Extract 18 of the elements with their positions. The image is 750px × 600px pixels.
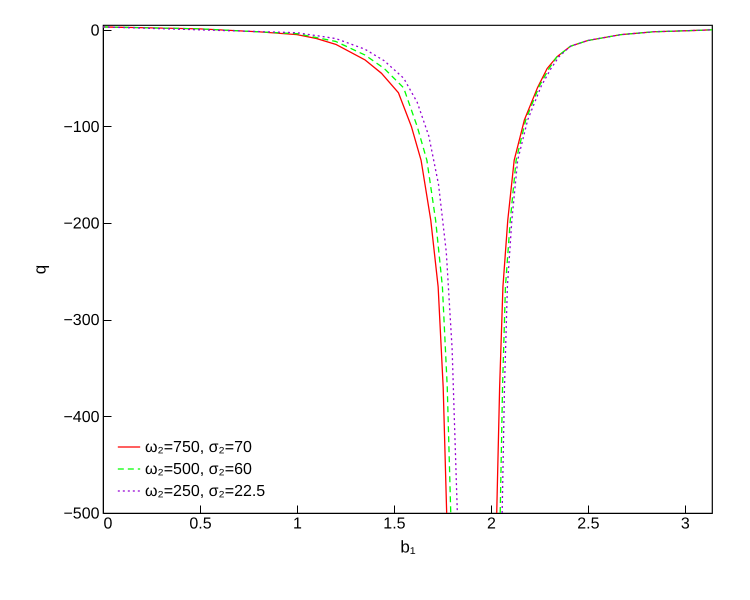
x-tick-label: 1: [292, 516, 302, 532]
x-tick-label: 2.5: [577, 516, 600, 532]
legend-label: ω₂=250, σ₂=22.5: [145, 483, 266, 500]
y-tick-label: 0: [90, 22, 100, 40]
x-tick-label: 0.5: [189, 516, 212, 532]
x-tick-label: 1.5: [383, 516, 406, 532]
x-tick-label: 0: [104, 516, 112, 532]
x-axis-title: b₁: [400, 538, 416, 556]
y-axis-title: q: [30, 264, 50, 274]
legend-label: ω₂=750, σ₂=70: [145, 439, 252, 456]
y-tick-label: −300: [63, 312, 100, 330]
y-tick-label: −500: [63, 506, 100, 522]
y-tick-label: −200: [63, 216, 100, 233]
x-tick-label: 3: [680, 516, 690, 532]
y-tick-label: −400: [63, 408, 100, 426]
y-tick-label: −100: [63, 118, 100, 136]
legend-label: ω₂=500, σ₂=60: [145, 461, 252, 478]
x-tick-label: 2: [486, 516, 496, 532]
